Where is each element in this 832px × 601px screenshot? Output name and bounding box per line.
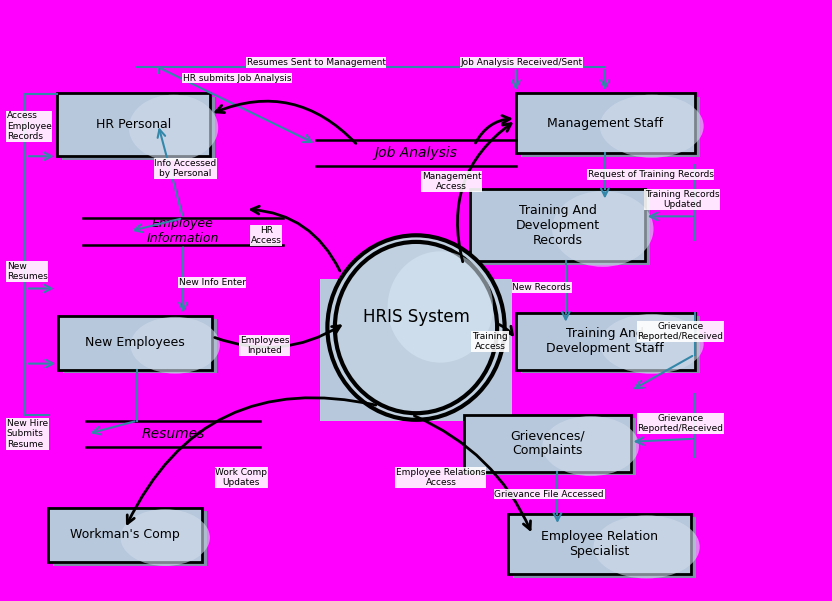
Text: Work Comp
Updates: Work Comp Updates (215, 468, 267, 487)
FancyBboxPatch shape (469, 418, 636, 475)
Text: HR Personal: HR Personal (96, 118, 171, 131)
Text: Request of Training Records: Request of Training Records (587, 170, 714, 178)
FancyBboxPatch shape (58, 316, 212, 370)
Text: Grievance File Accessed: Grievance File Accessed (494, 490, 604, 498)
FancyBboxPatch shape (516, 313, 695, 370)
FancyBboxPatch shape (521, 316, 700, 373)
Text: Workman's Comp: Workman's Comp (71, 528, 180, 542)
Text: Training And
Development
Records: Training And Development Records (515, 204, 600, 247)
FancyBboxPatch shape (521, 97, 700, 157)
Text: New Hire
Submits
Resume: New Hire Submits Resume (7, 419, 47, 449)
Text: New Info Enter: New Info Enter (179, 278, 245, 287)
Text: HRIS System: HRIS System (363, 308, 469, 326)
Ellipse shape (388, 251, 493, 362)
Text: HR submits Job Analysis: HR submits Job Analysis (183, 74, 291, 82)
Text: Info Accessed
by Personal: Info Accessed by Personal (155, 159, 216, 178)
Ellipse shape (600, 314, 704, 374)
Text: Management
Access: Management Access (422, 172, 482, 191)
Ellipse shape (327, 236, 504, 419)
Ellipse shape (600, 94, 704, 158)
Text: Access
Employee
Records: Access Employee Records (7, 111, 52, 141)
Text: Training And
Development Staff: Training And Development Staff (547, 327, 664, 355)
Text: Training Records
Updated: Training Records Updated (645, 190, 720, 209)
FancyBboxPatch shape (63, 319, 217, 373)
Text: Job Analysis Received/Sent: Job Analysis Received/Sent (461, 58, 582, 67)
Text: Training
Access: Training Access (473, 332, 508, 351)
Ellipse shape (542, 416, 639, 476)
Ellipse shape (341, 246, 503, 418)
FancyBboxPatch shape (470, 189, 645, 261)
Text: Employee Relations
Access: Employee Relations Access (396, 468, 486, 487)
Text: Resumes Sent to Management: Resumes Sent to Management (246, 58, 386, 67)
Text: New Employees: New Employees (86, 336, 185, 349)
Text: Employee
Information: Employee Information (147, 218, 219, 245)
FancyBboxPatch shape (53, 511, 207, 566)
FancyBboxPatch shape (475, 193, 650, 265)
Ellipse shape (552, 191, 653, 267)
Text: Job Analysis: Job Analysis (374, 146, 458, 160)
FancyBboxPatch shape (464, 415, 631, 472)
Text: Grievences/
Complaints: Grievences/ Complaints (510, 429, 585, 457)
Text: HR
Access: HR Access (250, 226, 282, 245)
Text: Grievance
Reported/Received: Grievance Reported/Received (637, 414, 724, 433)
Text: Grievance
Reported/Received: Grievance Reported/Received (637, 322, 724, 341)
Text: New
Resumes: New Resumes (7, 262, 47, 281)
FancyBboxPatch shape (48, 508, 202, 562)
FancyBboxPatch shape (62, 97, 215, 160)
Ellipse shape (593, 516, 700, 578)
Ellipse shape (121, 509, 210, 566)
Ellipse shape (334, 242, 497, 413)
FancyBboxPatch shape (513, 517, 696, 578)
Text: Employees
Inputed: Employees Inputed (240, 336, 290, 355)
Ellipse shape (129, 95, 218, 161)
FancyBboxPatch shape (57, 93, 210, 156)
Text: New Records: New Records (513, 283, 571, 291)
FancyBboxPatch shape (516, 93, 695, 153)
Text: Employee Relation
Specialist: Employee Relation Specialist (541, 530, 657, 558)
Ellipse shape (131, 317, 220, 374)
FancyBboxPatch shape (320, 279, 512, 421)
Text: Resumes: Resumes (141, 427, 205, 441)
Text: Management Staff: Management Staff (547, 117, 663, 130)
FancyBboxPatch shape (508, 514, 691, 574)
